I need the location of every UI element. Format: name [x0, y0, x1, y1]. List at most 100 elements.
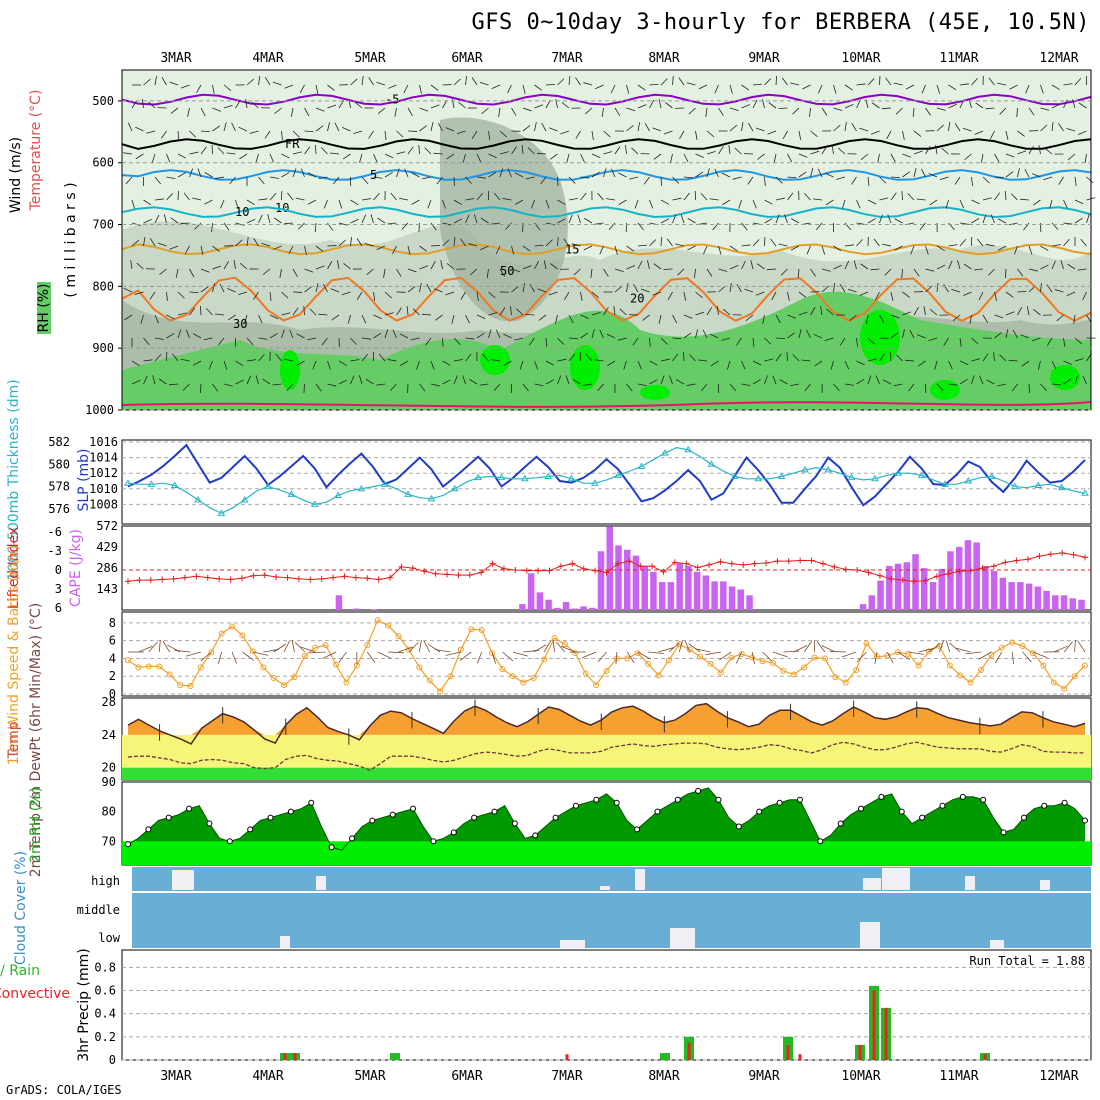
- wind-barb: [783, 650, 800, 653]
- upper-wind-barb: [169, 383, 179, 386]
- cape-bar: [938, 568, 945, 610]
- upper-wind-barb: [233, 260, 236, 270]
- lifted-index-marker: [808, 557, 815, 564]
- upper-wind-barb: [281, 329, 285, 339]
- upper-wind-barb: [603, 168, 607, 178]
- upper-wind-barb: [499, 307, 506, 316]
- upper-wind-barb: [755, 127, 765, 132]
- rh2m-marker: [959, 793, 966, 800]
- rh2m-marker: [267, 814, 274, 821]
- upper-wind-barb: [471, 130, 478, 139]
- upper-wind-barb: [856, 83, 866, 86]
- date-label-bottom: 4MAR: [252, 1069, 283, 1084]
- upper-wind-barb: [342, 153, 351, 160]
- thickness-marker: [987, 472, 996, 480]
- date-label-top: 3MAR: [160, 51, 191, 66]
- precip-convective-bar: [983, 1054, 987, 1060]
- upper-wind-barb: [856, 378, 865, 385]
- upper-wind-barb: [714, 84, 719, 94]
- rh2m-marker: [756, 808, 763, 815]
- wind-barb: [377, 651, 392, 659]
- upper-wind-barb: [296, 333, 305, 339]
- upper-wind-barb: [844, 260, 850, 270]
- upper-wind-barb: [284, 84, 294, 89]
- cape-bar: [903, 562, 911, 610]
- upper-wind-barb: [192, 360, 202, 366]
- upper-wind-barb: [787, 291, 790, 301]
- upper-wind-barb: [476, 153, 482, 163]
- upper-wind-barb: [990, 214, 995, 224]
- wind-barb: [918, 648, 934, 653]
- wind-barb: [338, 651, 347, 663]
- lifted-index-marker: [774, 558, 781, 565]
- upper-wind-barb: [687, 218, 696, 224]
- upper-wind-barb: [548, 291, 558, 296]
- upper-wind-barb: [376, 383, 386, 386]
- upper-wind-barb: [140, 314, 144, 324]
- upper-wind-barb: [491, 359, 501, 362]
- upper-wind-barb: [462, 153, 466, 163]
- upper-wind-barb: [292, 151, 302, 155]
- wind-speed-marker: [1009, 639, 1016, 646]
- cape-bar: [964, 540, 972, 610]
- wind-speed-marker: [125, 657, 131, 664]
- lifted-index-marker: [842, 566, 849, 573]
- upper-wind-barb: [780, 268, 788, 276]
- upper-wind-barb: [882, 379, 892, 385]
- rh2m-marker: [226, 838, 233, 845]
- cape-tick-label: 429: [96, 540, 118, 554]
- thickness-marker: [544, 472, 553, 480]
- upper-wind-barb: [229, 176, 236, 185]
- date-label-bottom: 5MAR: [354, 1069, 385, 1084]
- wind-barb: [388, 651, 405, 654]
- upper-wind-barb: [507, 168, 512, 178]
- upper-wind-barb: [212, 265, 222, 270]
- upper-wind-barb: [959, 238, 967, 247]
- wind-barb: [322, 651, 337, 659]
- wind-barb: [283, 640, 290, 653]
- upper-wind-barb: [778, 243, 788, 247]
- rh2m-marker: [552, 814, 559, 821]
- rh2m-tick-label: 80: [102, 805, 116, 819]
- lifted-index-marker: [1082, 554, 1088, 561]
- wind-speed-marker: [166, 671, 173, 678]
- upper-wind-barb: [833, 383, 840, 392]
- pressure-tick-label: 1000: [85, 403, 114, 417]
- upper-wind-barb: [971, 176, 973, 186]
- wind-speed-marker: [416, 664, 423, 671]
- upper-wind-barb: [184, 245, 190, 255]
- wind-speed-marker: [145, 663, 152, 670]
- upper-wind-barb: [338, 199, 343, 209]
- upper-wind-barb: [580, 332, 589, 339]
- upper-wind-barb: [1072, 99, 1076, 109]
- upper-wind-barb: [281, 172, 290, 178]
- upper-wind-barb: [350, 375, 355, 385]
- upper-wind-barb: [745, 314, 754, 321]
- cape-bar: [737, 589, 745, 610]
- upper-wind-barb: [686, 383, 696, 386]
- wind-axis-label: Wind (m/s): [8, 137, 24, 213]
- upper-wind-barb: [424, 147, 432, 155]
- lifted-index-marker: [603, 569, 610, 576]
- upper-wind-barb: [557, 236, 559, 247]
- wind-barb: [816, 641, 826, 653]
- wind-speed-marker: [665, 657, 672, 664]
- lifted-index-marker: [421, 568, 428, 575]
- upper-wind-barb: [273, 245, 282, 250]
- upper-wind-barb: [867, 78, 875, 86]
- upper-wind-barb: [894, 218, 903, 224]
- upper-wind-barb: [430, 360, 435, 370]
- upper-wind-barb: [1063, 337, 1066, 347]
- upper-wind-barb: [465, 198, 475, 201]
- wind-barb: [366, 651, 376, 663]
- upper-wind-barb: [601, 107, 604, 117]
- precip-convective-bar: [786, 1044, 790, 1060]
- upper-wind-barb: [762, 314, 765, 324]
- upper-wind-barb: [330, 152, 340, 155]
- upper-wind-barb: [212, 84, 215, 94]
- upper-wind-barb: [893, 383, 903, 387]
- upper-wind-barb: [315, 283, 319, 293]
- cloud-axis-label: Cloud Cover (%): [13, 851, 29, 965]
- upper-wind-barb: [545, 83, 556, 86]
- upper-wind-barb: [258, 353, 265, 362]
